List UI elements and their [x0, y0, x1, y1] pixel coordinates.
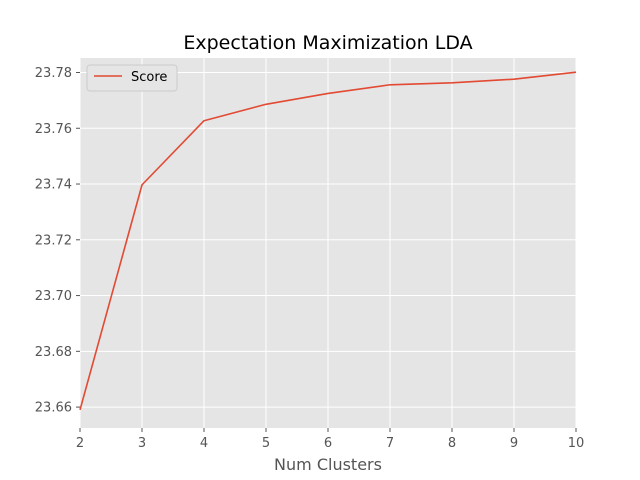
legend-label: Score	[131, 70, 167, 85]
grid	[79, 58, 577, 428]
x-tick-label: 2	[76, 436, 84, 451]
x-tick-label: 6	[324, 436, 332, 451]
x-tick-label: 8	[448, 436, 456, 451]
x-axis: 2 3 4 5 6 7 8 9 10	[76, 428, 584, 451]
x-tick-label: 7	[386, 436, 394, 451]
x-tick-label: 10	[568, 436, 585, 451]
y-tick-label: 23.68	[35, 345, 72, 360]
legend: Score	[86, 64, 178, 92]
x-tick-label: 4	[200, 436, 208, 451]
x-tick-label: 9	[510, 436, 518, 451]
y-tick-label: 23.72	[35, 233, 72, 248]
chart-title: Expectation Maximization LDA	[183, 32, 472, 54]
y-tick-label: 23.76	[35, 122, 72, 137]
x-tick-label: 5	[262, 436, 270, 451]
x-tick-label: 3	[138, 436, 146, 451]
x-axis-title: Num Clusters	[274, 455, 382, 474]
y-tick-label: 23.66	[35, 401, 72, 416]
y-tick-label: 23.70	[35, 289, 72, 304]
y-axis: 23.66 23.68 23.70 23.72 23.74 23.76 23.78	[35, 66, 80, 416]
legend-box	[86, 64, 178, 92]
y-tick-label: 23.74	[35, 178, 72, 193]
series-group	[79, 71, 577, 411]
y-tick-label: 23.78	[35, 66, 72, 81]
